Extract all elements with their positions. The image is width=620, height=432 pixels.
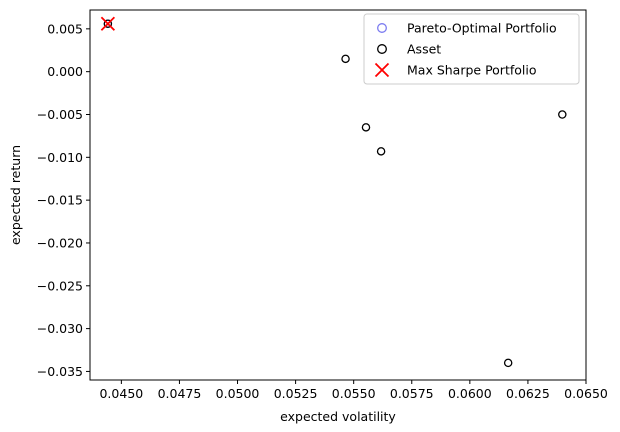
x-axis-label: expected volatility [280, 409, 396, 424]
legend-box [363, 13, 580, 85]
asset-point [341, 54, 350, 64]
asset-point [377, 44, 387, 54]
y-tick-label: 0.005 [47, 21, 83, 36]
x-tick-label: 0.0575 [390, 386, 434, 401]
legend: Pareto-Optimal Portfolio Asset Max Sharpe … [363, 13, 580, 85]
x-tick-label: 0.0525 [274, 386, 318, 401]
y-axis-label: expected return [8, 145, 23, 245]
legend-entry: Pareto-Optimal Portfolio [407, 21, 557, 36]
pareto-point [377, 23, 387, 33]
y-tick-label: −0.030 [37, 321, 83, 336]
max-sharpe-marker [100, 16, 116, 31]
x-ticks: 0.0450 0.0475 0.0500 0.0525 0.0550 0.0575 0.06… [99, 380, 608, 401]
asset-point [103, 19, 113, 28]
y-tick-label: −0.010 [37, 150, 83, 165]
y-ticks: 0.005 0.000 −0.005 −0.010 −0.015 −0.020 −0.025… [37, 21, 90, 379]
max-sharpe-marker [374, 62, 390, 78]
y-tick-label: −0.025 [37, 278, 83, 293]
x-tick-label: 0.0475 [158, 386, 202, 401]
x-tick-label: 0.0650 [564, 386, 608, 401]
plot-area [89, 9, 587, 381]
x-tick-label: 0.0450 [99, 386, 143, 401]
asset-point [376, 147, 386, 156]
y-tick-label: −0.005 [37, 107, 83, 122]
asset-point [558, 110, 567, 119]
y-tick-label: 0.000 [47, 64, 83, 79]
x-tick-label: 0.0625 [506, 386, 550, 401]
asset-point [361, 123, 371, 132]
legend-entry: Max Sharpe Portfolio [407, 63, 537, 78]
y-tick-label: −0.015 [37, 193, 83, 208]
asset-point [503, 358, 513, 368]
x-tick-label: 0.0600 [448, 386, 492, 401]
y-tick-label: −0.035 [37, 364, 83, 379]
x-tick-label: 0.0500 [216, 386, 260, 401]
x-tick-label: 0.0550 [332, 386, 376, 401]
legend-entry: Asset [407, 42, 441, 57]
data-points [100, 16, 567, 368]
y-tick-label: −0.020 [37, 235, 83, 250]
